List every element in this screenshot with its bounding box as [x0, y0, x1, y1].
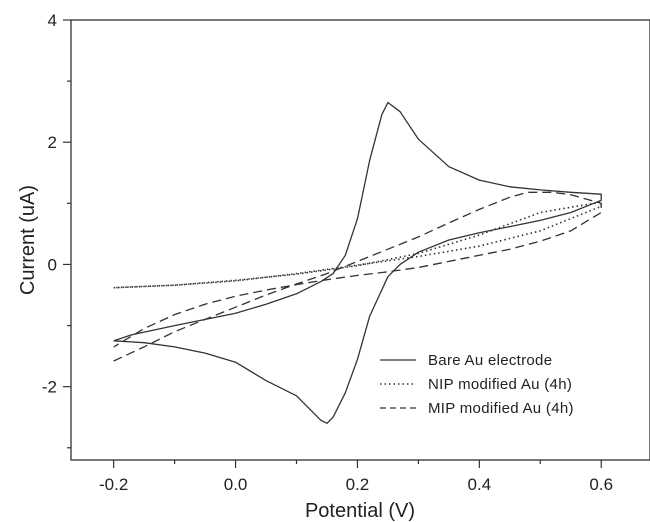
x-tick-label: 0.0	[224, 475, 248, 494]
legend-label-2: NIP modified Au (4h)	[428, 376, 572, 393]
ticks-layer: -0.2 0.0 0.2 0.4 0.6 -2 0 2 4	[42, 11, 613, 494]
x-tick-label: 0.4	[468, 475, 492, 494]
series-line-3	[113, 191, 602, 362]
x-tick-label: -0.2	[99, 475, 128, 494]
y-tick-label: 4	[48, 11, 57, 30]
legend-label-1: Bare Au electrode	[428, 352, 552, 369]
x-tick-label: 0.6	[589, 475, 613, 494]
y-axis-title: Current (uA)	[17, 185, 39, 295]
plot-frame	[70, 19, 650, 461]
y-tick-label: 2	[48, 133, 57, 152]
y-tick-label: -2	[42, 378, 57, 397]
y-tick-label: 0	[48, 255, 57, 274]
series-layer	[113, 101, 602, 424]
x-tick-label: 0.2	[346, 475, 370, 494]
x-axis-title: Potential (V)	[305, 500, 415, 522]
legend: Bare Au electrode NIP modified Au (4h) MIP…	[380, 352, 574, 417]
legend-label-3: MIP modified Au (4h)	[428, 400, 574, 417]
